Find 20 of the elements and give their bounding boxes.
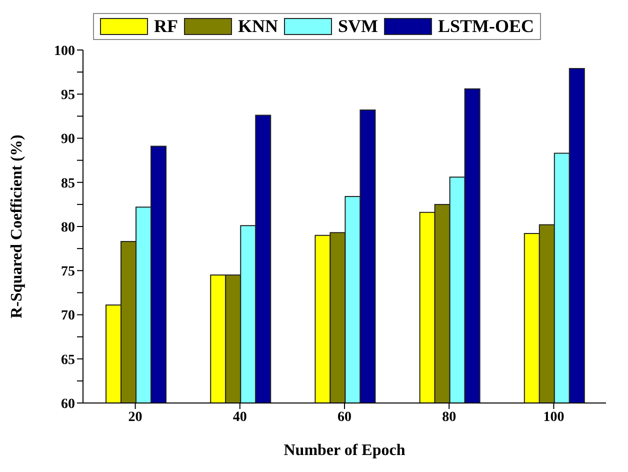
y-tick-label: 100 [54, 44, 75, 59]
y-tick-label: 65 [61, 352, 75, 368]
x-tick-label: 60 [338, 410, 352, 425]
y-tick-label: 75 [61, 264, 75, 280]
x-tick-label: 100 [543, 410, 564, 425]
y-tick-label: 95 [61, 88, 75, 104]
y-tick-label: 85 [61, 176, 75, 192]
y-tick-label: 60 [61, 396, 75, 412]
legend-label: SVM [338, 16, 378, 37]
x-tick-label: 80 [442, 410, 456, 425]
x-tick-label: 40 [232, 410, 247, 425]
y-tick-label: 80 [61, 220, 75, 236]
legend-label: LSTM-OEC [438, 16, 534, 37]
y-axis-title: R-Squared Coefficient (%) [8, 134, 26, 318]
x-tick-label: 20 [128, 410, 142, 425]
legend-label: RF [154, 16, 178, 37]
x-axis-title: Number of Epoch [284, 442, 406, 459]
y-tick-label: 90 [61, 132, 75, 148]
y-tick-label: 70 [61, 308, 75, 324]
legend-label: KNN [238, 16, 278, 37]
